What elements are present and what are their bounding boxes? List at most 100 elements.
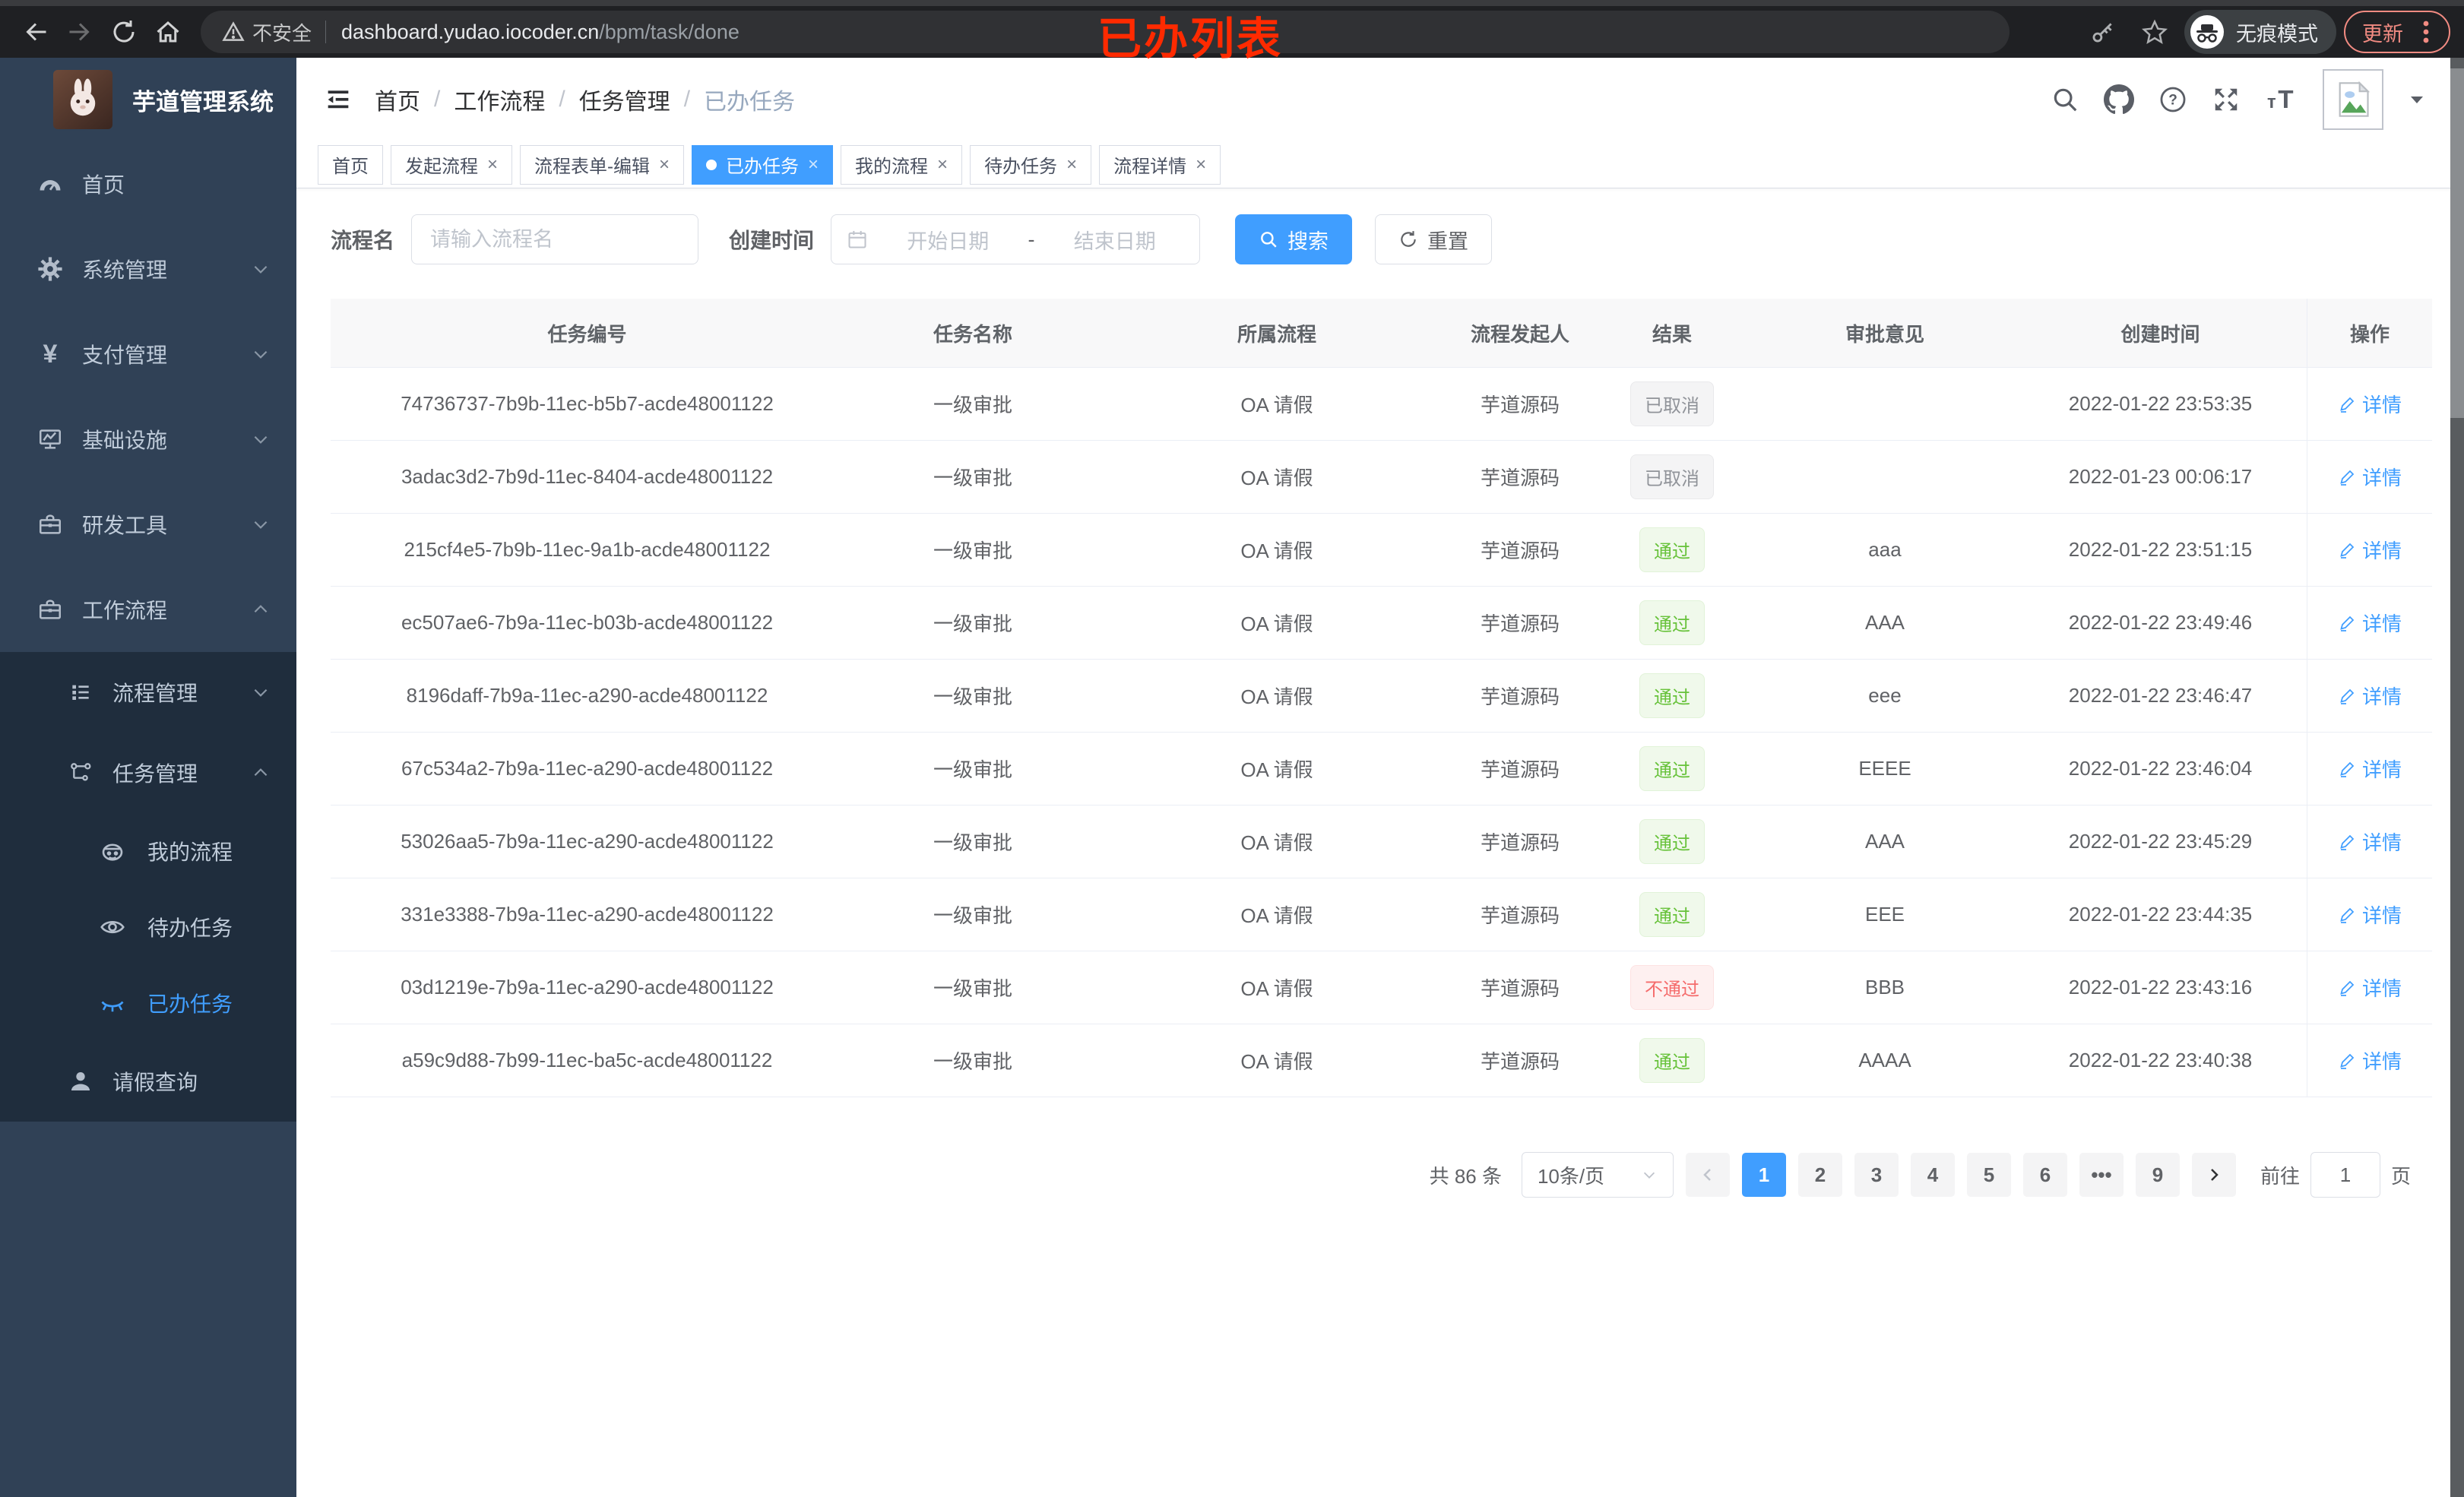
detail-link[interactable]: 详情 <box>2338 390 2402 418</box>
close-icon[interactable]: × <box>1066 153 1078 175</box>
cell-comment: AAA <box>1864 830 1905 853</box>
detail-link[interactable]: 详情 <box>2338 755 2402 783</box>
browser-chrome: 不安全 dashboard.yudao.iocoder.cn/bpm/task/… <box>0 0 2464 58</box>
column-header: 创建时间 <box>2120 322 2200 346</box>
tab-my-process[interactable]: 我的流程 × <box>841 144 963 185</box>
page-button-9[interactable]: 9 <box>2135 1153 2180 1197</box>
detail-link[interactable]: 详情 <box>2338 536 2402 564</box>
close-icon[interactable]: × <box>808 153 819 175</box>
update-button[interactable]: 更新 <box>2344 11 2450 53</box>
tab-done-task[interactable]: 已办任务 × <box>692 144 834 185</box>
reload-icon[interactable] <box>102 10 146 54</box>
goto-page-input[interactable] <box>2310 1152 2380 1198</box>
cell-comment: AAAA <box>1858 1049 1911 1071</box>
result-badge: 通过 <box>1639 673 1705 718</box>
detail-link[interactable]: 详情 <box>2338 463 2402 491</box>
sidebar-item-workflow[interactable]: 工作流程 <box>0 567 296 652</box>
breadcrumb-item[interactable]: 工作流程 <box>454 90 546 115</box>
chevron-down-icon <box>251 429 271 449</box>
cell-result: 不通过 <box>1588 951 1756 1024</box>
close-icon[interactable]: × <box>487 153 499 175</box>
detail-label: 详情 <box>2361 612 2402 635</box>
detail-link[interactable]: 详情 <box>2338 973 2402 1002</box>
star-icon[interactable] <box>2133 10 2177 54</box>
result-badge: 通过 <box>1639 892 1705 937</box>
process-name-input[interactable] <box>411 214 699 264</box>
table-row: 53026aa5-7b9a-11ec-a290-acde48001122 一级审… <box>331 805 2432 878</box>
sidebar-item-payment[interactable]: ¥ 支付管理 <box>0 312 296 397</box>
close-icon[interactable]: × <box>1196 153 1207 175</box>
detail-label: 详情 <box>2361 977 2402 1000</box>
detail-link[interactable]: 详情 <box>2338 900 2402 929</box>
page-button-5[interactable]: 5 <box>1966 1153 2011 1197</box>
menu-fold-icon[interactable] <box>323 84 353 115</box>
detail-link[interactable]: 详情 <box>2338 1046 2402 1074</box>
cell-result: 已取消 <box>1588 441 1756 513</box>
sidebar-item-home[interactable]: 首页 <box>0 141 296 226</box>
sidebar-item-system[interactable]: 系统管理 <box>0 226 296 312</box>
page-button-3[interactable]: 3 <box>1854 1153 1899 1197</box>
breadcrumb-item[interactable]: 任务管理 <box>578 90 670 115</box>
back-icon[interactable] <box>14 10 58 54</box>
tab-process-detail[interactable]: 流程详情 × <box>1099 144 1221 185</box>
detail-link[interactable]: 详情 <box>2338 828 2402 856</box>
detail-link[interactable]: 详情 <box>2338 682 2402 710</box>
help-icon[interactable]: ? <box>2158 85 2187 114</box>
sidebar-item-task-mgmt[interactable]: 任务管理 <box>0 733 296 813</box>
tab-start-process[interactable]: 发起流程 × <box>391 144 513 185</box>
cell-comment: EEEE <box>1858 757 1911 780</box>
close-icon[interactable]: × <box>659 153 670 175</box>
cell-task-id: 8196daff-7b9a-11ec-a290-acde48001122 <box>406 684 768 707</box>
tab-home[interactable]: 首页 <box>318 144 383 185</box>
tab-form-edit[interactable]: 流程表单-编辑 × <box>520 144 685 185</box>
tab-todo-task[interactable]: 待办任务 × <box>970 144 1092 185</box>
date-range-picker[interactable]: 开始日期 - 结束日期 <box>831 214 1201 264</box>
refresh-icon <box>1401 231 1416 247</box>
page-button-2[interactable]: 2 <box>1797 1153 1842 1197</box>
cell-task-name: 一级审批 <box>933 977 1012 1000</box>
fullscreen-icon[interactable] <box>2212 85 2241 114</box>
cell-result: 通过 <box>1588 805 1756 878</box>
page-size-select[interactable]: 10条/页 <box>1521 1152 1674 1198</box>
sidebar: 芋道管理系统 首页 系统管理 ¥ 支付管理 基础设施 研发工具 <box>0 58 296 1497</box>
edit-icon <box>2340 397 2355 413</box>
scrollbar-thumb[interactable] <box>2450 68 2464 418</box>
column-header: 任务编号 <box>547 322 627 346</box>
forward-icon[interactable] <box>58 10 102 54</box>
chevron-down-icon <box>251 259 271 279</box>
page-button-6[interactable]: 6 <box>2022 1153 2067 1197</box>
scrollbar-track[interactable] <box>2450 58 2464 1497</box>
key-icon[interactable] <box>2081 10 2125 54</box>
sidebar-item-process-mgmt[interactable]: 流程管理 <box>0 652 296 733</box>
detail-label: 详情 <box>2361 467 2402 489</box>
detail-link[interactable]: 详情 <box>2338 609 2402 637</box>
reset-button[interactable]: 重置 <box>1375 214 1493 264</box>
home-icon[interactable] <box>146 10 190 54</box>
page-button-4[interactable]: 4 <box>1910 1153 1955 1197</box>
more-pages-button[interactable]: ••• <box>2079 1153 2124 1197</box>
next-page-button[interactable] <box>2191 1153 2236 1197</box>
github-icon[interactable] <box>2104 84 2134 115</box>
avatar[interactable] <box>2323 69 2383 130</box>
cell-created: 2022-01-22 23:51:15 <box>2068 538 2253 561</box>
url-bar[interactable]: 不安全 dashboard.yudao.iocoder.cn/bpm/task/… <box>201 11 2010 53</box>
sidebar-item-my-process[interactable]: 我的流程 <box>0 813 296 889</box>
sidebar-item-todo-task[interactable]: 待办任务 <box>0 889 296 965</box>
prev-page-button[interactable] <box>1685 1153 1730 1197</box>
edit-icon <box>2340 1053 2355 1069</box>
search-icon[interactable] <box>2051 85 2079 114</box>
sidebar-item-infra[interactable]: 基础设施 <box>0 397 296 482</box>
sidebar-item-done-task[interactable]: 已办任务 <box>0 965 296 1041</box>
breadcrumb-item[interactable]: 首页 <box>375 90 420 115</box>
eye-icon <box>97 913 128 941</box>
close-icon[interactable]: × <box>937 153 949 175</box>
sidebar-item-devtools[interactable]: 研发工具 <box>0 482 296 567</box>
caret-down-icon[interactable] <box>2408 90 2426 109</box>
more-vertical-icon[interactable] <box>2415 19 2437 45</box>
cell-action: 详情 <box>2307 805 2432 878</box>
sidebar-item-leave-query[interactable]: 请假查询 <box>0 1041 296 1122</box>
svg-text:т: т <box>2267 92 2276 112</box>
search-button[interactable]: 搜索 <box>1235 214 1353 264</box>
page-button-1[interactable]: 1 <box>1741 1153 1786 1197</box>
